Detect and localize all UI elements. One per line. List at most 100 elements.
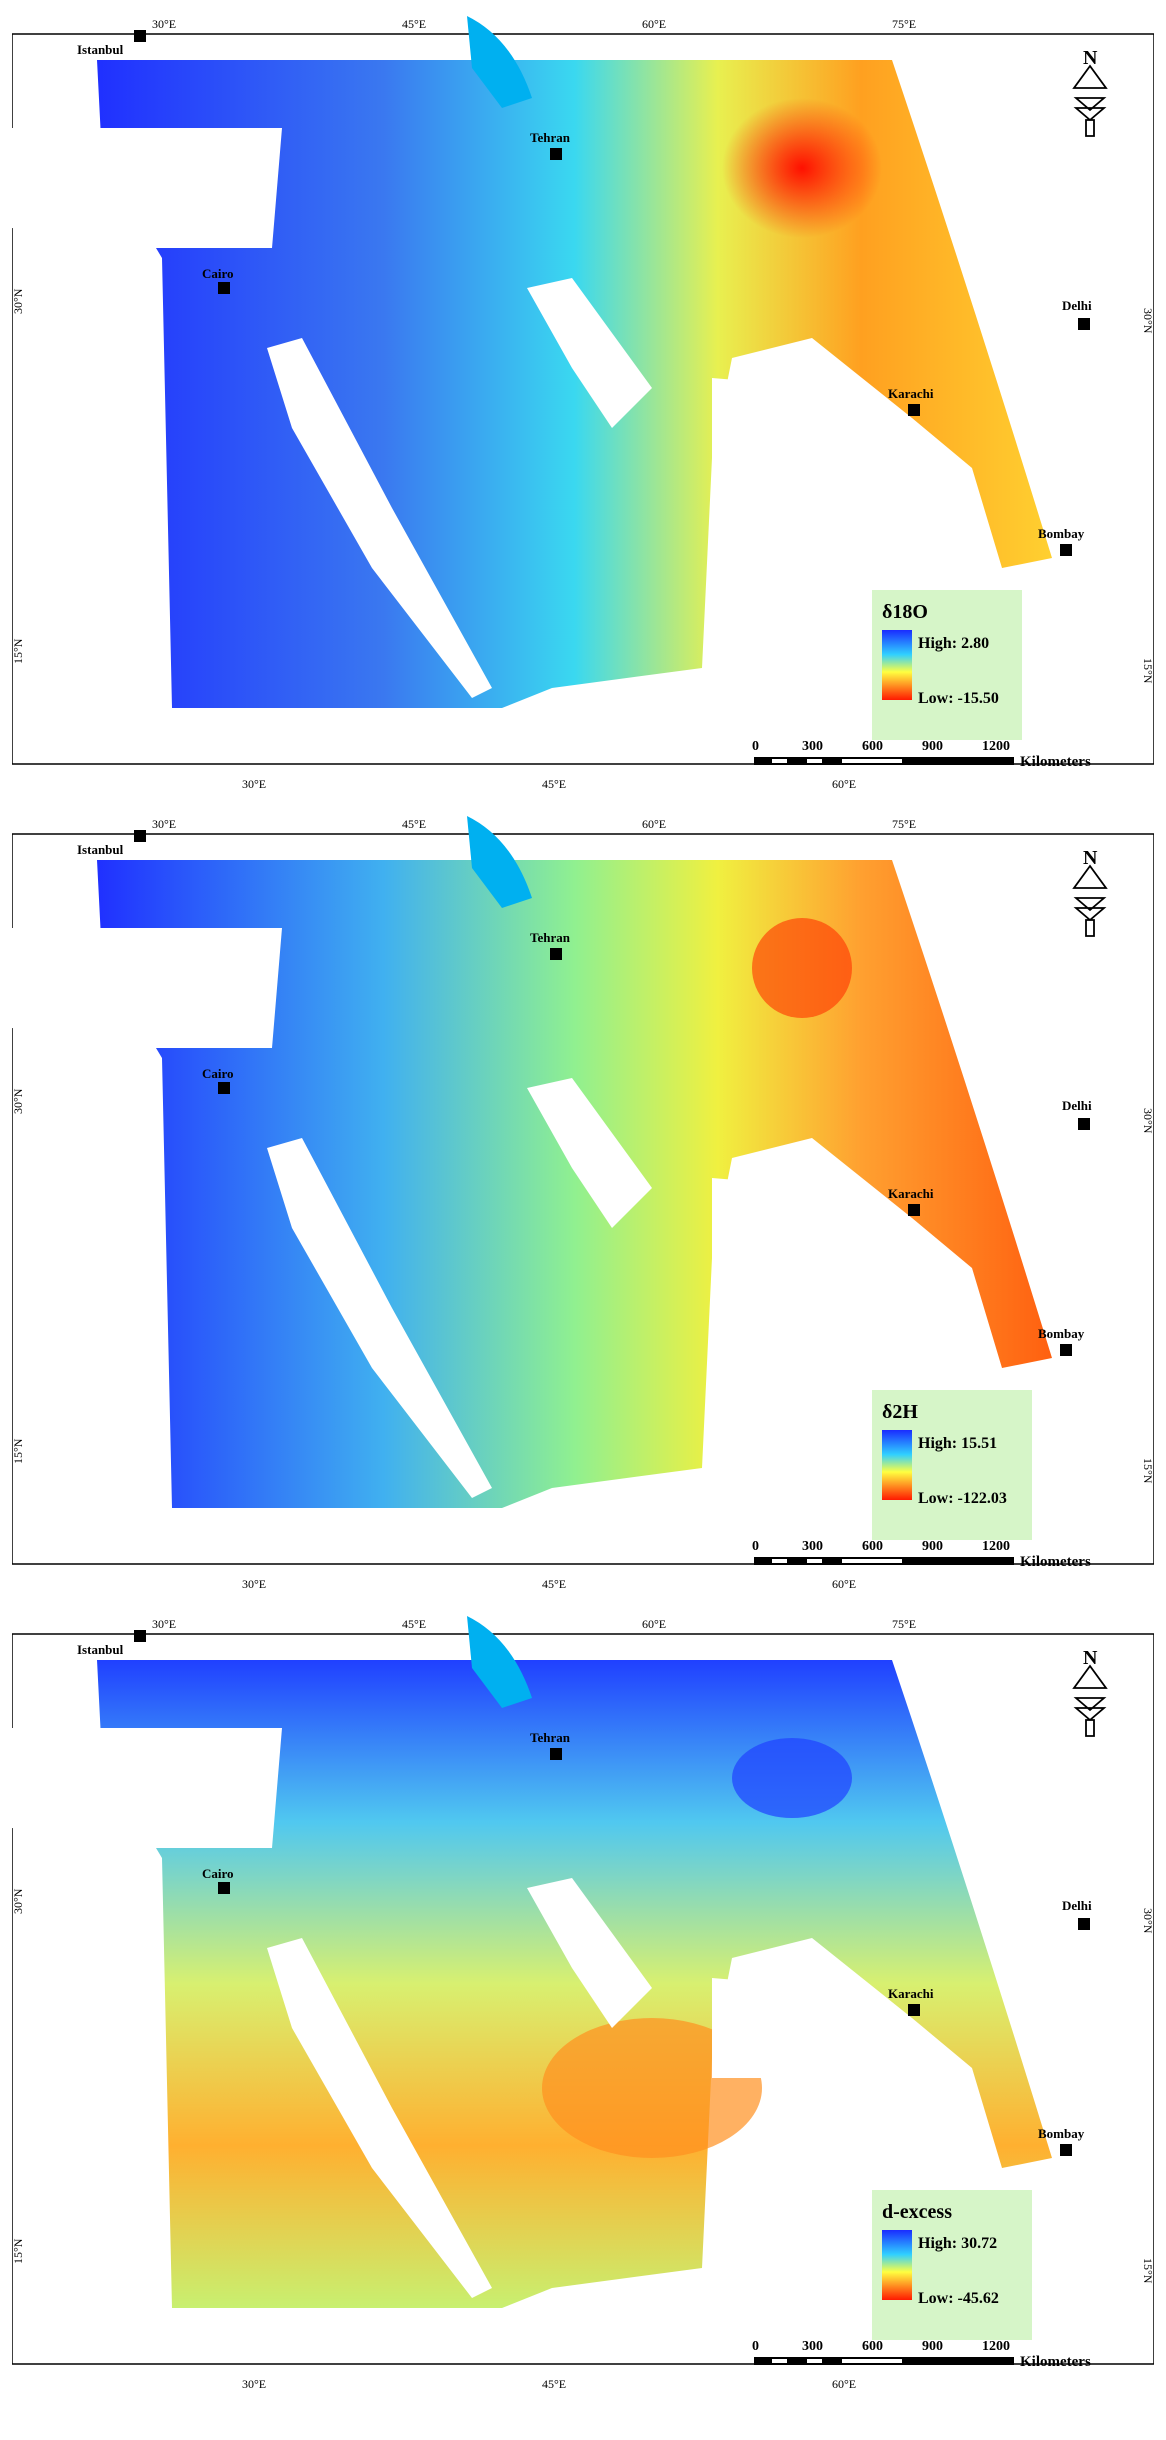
lat-tick: 30°N [12, 1088, 25, 1114]
lon-tick: 45°E [402, 817, 426, 831]
lon-tick: 75°E [892, 817, 916, 831]
lon-tick: 45°E [402, 1617, 426, 1631]
lon-tick: 60°E [642, 817, 666, 831]
low-zone [732, 1738, 852, 1818]
legend-title: d-excess [882, 2201, 952, 2223]
mask-mediterranean [12, 128, 282, 248]
lat-tick: 15°N [12, 2238, 25, 2264]
legend-low: Low: -15.50 [918, 690, 999, 707]
mask-red-sea [267, 1138, 492, 1498]
legend-high: High: 15.51 [918, 1435, 997, 1452]
caspian-sea [467, 1616, 532, 1708]
city-marker [134, 830, 146, 842]
lon-tick: 30°E [242, 777, 266, 791]
city-marker [218, 1882, 230, 1894]
city-marker [134, 30, 146, 42]
scale-tick [842, 1559, 902, 1563]
scale-label: 1200 [982, 1539, 1010, 1554]
city-marker [550, 1748, 562, 1760]
mask-red-sea [267, 1938, 492, 2298]
scale-label: 300 [802, 2339, 823, 2354]
hotspot [752, 918, 852, 1018]
north-arrow-icon: N [1072, 47, 1108, 137]
lon-tick: 45°E [542, 777, 566, 791]
scale-label: 600 [862, 739, 883, 754]
scale-label: 0 [752, 1539, 759, 1554]
map-svg: 30°E 45°E 60°E 75°E 30°E 45°E 60°E 30°N … [12, 816, 1154, 1591]
city-label-istanbul: Istanbul [77, 842, 124, 857]
scale-label: 300 [802, 1539, 823, 1554]
legend-high: High: 30.72 [918, 2235, 997, 2252]
city-marker [218, 1082, 230, 1094]
city-marker [1078, 1918, 1090, 1930]
scale-tick [842, 2359, 902, 2363]
lon-tick: 60°E [832, 777, 856, 791]
legend-low: Low: -45.62 [918, 2290, 999, 2307]
city-marker [218, 282, 230, 294]
city-label-bombay: Bombay [1038, 1326, 1085, 1341]
mask-gulf [527, 1878, 652, 2028]
legend-ramp [882, 630, 912, 700]
city-label-delhi: Delhi [1062, 298, 1092, 313]
lon-tick: 75°E [892, 17, 916, 31]
scale-label: 0 [752, 739, 759, 754]
scale-label: 600 [862, 2339, 883, 2354]
hotspot [722, 98, 882, 238]
scale-unit: Kilometers [1020, 1554, 1091, 1570]
mask-gulf [527, 1078, 652, 1228]
lat-tick: 30°N [12, 288, 25, 314]
north-label: N [1083, 1647, 1098, 1669]
city-marker [1078, 1118, 1090, 1130]
scale-tick [772, 1559, 787, 1563]
lon-tick: 30°E [152, 17, 176, 31]
scale-tick [772, 759, 787, 763]
city-label-delhi: Delhi [1062, 1098, 1092, 1113]
lon-tick: 30°E [152, 1617, 176, 1631]
city-label-cairo: Cairo [202, 1066, 234, 1081]
map-svg: 30°E 45°E 60°E 75°E 30°E 45°E 60°E 30°N … [12, 16, 1154, 791]
lat-tick: 15°N [12, 638, 25, 664]
lon-tick: 30°E [242, 2377, 266, 2391]
lon-tick: 45°E [542, 2377, 566, 2391]
scale-tick [807, 2359, 822, 2363]
mask-mediterranean [12, 1728, 282, 1848]
lon-tick: 75°E [892, 1617, 916, 1631]
legend-low: Low: -122.03 [918, 1490, 1007, 1507]
scale-unit: Kilometers [1020, 2354, 1091, 2370]
scale-tick [772, 2359, 787, 2363]
legend-title: δ2H [882, 1401, 918, 1423]
lat-tick: 15°N [1141, 2258, 1154, 2284]
city-label-karachi: Karachi [888, 1186, 934, 1201]
city-label-karachi: Karachi [888, 1986, 934, 2001]
city-marker [908, 2004, 920, 2016]
city-marker [550, 948, 562, 960]
city-label-tehran: Tehran [530, 130, 571, 145]
map-panel-d2h: 30°E 45°E 60°E 75°E 30°E 45°E 60°E 30°N … [12, 808, 1154, 1591]
city-marker [908, 1204, 920, 1216]
scale-label: 1200 [982, 739, 1010, 754]
lon-tick: 45°E [542, 1577, 566, 1591]
lon-tick: 60°E [642, 1617, 666, 1631]
map-panel-d18o: 30°E 45°E 60°E 75°E 30°E 45°E 60°E 30°N … [12, 8, 1154, 791]
map-svg: 30°E 45°E 60°E 75°E 30°E 45°E 60°E 30°N … [12, 1616, 1154, 2391]
isotope-field [97, 1660, 1052, 2308]
scale-label: 900 [922, 739, 943, 754]
north-arrow-shape [1072, 64, 1108, 137]
lat-tick: 15°N [1141, 1458, 1154, 1484]
lat-tick: 30°N [1141, 308, 1154, 334]
city-label-delhi: Delhi [1062, 1898, 1092, 1913]
caspian-sea [467, 16, 532, 108]
city-label-cairo: Cairo [202, 1866, 234, 1881]
city-marker [550, 148, 562, 160]
north-arrow-icon: N [1072, 847, 1108, 937]
mask-gulf [527, 278, 652, 428]
scale-label: 600 [862, 1539, 883, 1554]
lat-tick: 30°N [1141, 1108, 1154, 1134]
legend-title: δ18O [882, 601, 928, 623]
high-zone [542, 2018, 762, 2158]
caspian-sea [467, 816, 532, 908]
scale-tick [807, 759, 822, 763]
mask-sea [712, 378, 832, 478]
mask-sea [712, 1178, 832, 1278]
scale-tick [842, 759, 902, 763]
